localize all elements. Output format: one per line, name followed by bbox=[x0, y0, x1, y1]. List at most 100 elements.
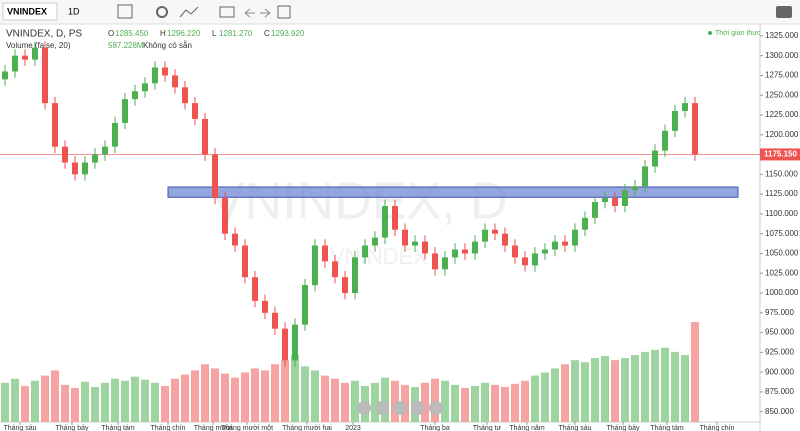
volume-bar bbox=[321, 375, 329, 422]
volume-bar bbox=[331, 378, 339, 422]
candle-body bbox=[582, 217, 588, 230]
y-tick-label: 1050.000 bbox=[765, 249, 799, 258]
candle-body bbox=[492, 229, 498, 234]
legend-title: VNINDEX, D, PS bbox=[6, 29, 82, 40]
volume-bar bbox=[441, 380, 449, 422]
candle-body bbox=[162, 67, 168, 76]
candle-body bbox=[432, 253, 438, 270]
volume-bar bbox=[351, 380, 359, 422]
symbol-box[interactable] bbox=[2, 2, 58, 21]
candle-body bbox=[682, 103, 688, 112]
nav-button[interactable] bbox=[393, 401, 407, 415]
candle-body bbox=[102, 146, 108, 155]
candle-body bbox=[12, 55, 18, 72]
y-tick-label: 925.000 bbox=[765, 347, 794, 356]
candle-body bbox=[202, 118, 208, 155]
ohlc-value: 1281.270 bbox=[219, 29, 253, 38]
candle-body bbox=[322, 245, 328, 262]
nav-button[interactable] bbox=[429, 401, 443, 415]
volume-bar bbox=[241, 372, 249, 422]
ohlc-key: H bbox=[160, 29, 166, 38]
candle-body bbox=[572, 229, 578, 246]
volume-bar bbox=[221, 373, 229, 422]
candle-body bbox=[612, 198, 618, 206]
price-zone bbox=[167, 186, 739, 198]
candle-body bbox=[152, 67, 158, 84]
nav-button[interactable] bbox=[411, 401, 425, 415]
candle-body bbox=[672, 111, 678, 131]
candle-body bbox=[592, 202, 598, 218]
candle-body bbox=[272, 312, 278, 329]
volume-bar bbox=[211, 368, 219, 422]
x-tick-label: Tháng bảy bbox=[606, 425, 640, 431]
x-tick-label: Tháng ba bbox=[420, 425, 450, 431]
candle-body bbox=[262, 300, 268, 313]
volume-bar bbox=[61, 384, 69, 422]
volume-bar bbox=[141, 379, 149, 422]
screenshot-button[interactable] bbox=[776, 6, 792, 18]
volume-bar bbox=[641, 351, 649, 422]
settings-button[interactable] bbox=[156, 6, 168, 18]
ohlc-key: C bbox=[264, 29, 270, 38]
volume-bar bbox=[71, 387, 79, 422]
y-tick-label: 1250.000 bbox=[765, 90, 799, 99]
fullscreen-button[interactable] bbox=[277, 5, 291, 19]
indicators-button[interactable] bbox=[179, 6, 199, 18]
volume-bar bbox=[611, 360, 619, 422]
candle-body bbox=[282, 328, 288, 361]
undo-button[interactable] bbox=[244, 8, 255, 18]
last-price-label: 1175.150 bbox=[764, 150, 797, 159]
volume-bar bbox=[21, 385, 29, 422]
x-tick-label: Tháng tám bbox=[650, 425, 684, 431]
volume-bar bbox=[151, 382, 159, 422]
compare-button[interactable] bbox=[219, 6, 235, 18]
candle-body bbox=[302, 285, 308, 325]
y-tick-label: 1225.000 bbox=[765, 110, 799, 119]
ohlc-value: 1296.220 bbox=[167, 29, 201, 38]
y-tick-label: 1025.000 bbox=[765, 268, 799, 277]
y-tick-label: 1325.000 bbox=[765, 31, 799, 40]
candle-body bbox=[212, 154, 218, 199]
y-tick-label: 900.000 bbox=[765, 367, 794, 376]
realtime-dot bbox=[708, 31, 712, 35]
candle-body bbox=[342, 277, 348, 294]
volume-bar bbox=[341, 382, 349, 422]
candle-body bbox=[22, 55, 28, 60]
candle-body bbox=[32, 47, 38, 60]
watermark-small: VNINDEX bbox=[330, 244, 428, 269]
candle-body bbox=[292, 324, 298, 361]
candle-body bbox=[422, 241, 428, 254]
volume-bar bbox=[231, 377, 239, 422]
chart-type-button[interactable] bbox=[117, 4, 133, 19]
volume-bar bbox=[571, 360, 579, 422]
nav-button[interactable] bbox=[375, 401, 389, 415]
volume-title: Volume (false, 20) bbox=[6, 41, 71, 50]
volume-bar bbox=[471, 385, 479, 422]
symbol[interactable]: VNINDEX bbox=[7, 6, 47, 16]
volume-bar bbox=[291, 354, 299, 422]
y-tick-label: 1300.000 bbox=[765, 51, 799, 60]
redo-button[interactable] bbox=[260, 8, 271, 18]
candle-body bbox=[52, 103, 58, 147]
toolbar bbox=[0, 0, 800, 24]
candle-body bbox=[512, 245, 518, 258]
candle-body bbox=[552, 241, 558, 250]
volume-bar bbox=[41, 375, 49, 422]
volume-bar bbox=[261, 370, 269, 422]
interval[interactable]: 1D bbox=[68, 6, 80, 16]
candle-body bbox=[72, 162, 78, 175]
candle-body bbox=[402, 229, 408, 246]
volume-bar bbox=[391, 380, 399, 422]
candle-body bbox=[372, 237, 378, 246]
candle-body bbox=[542, 249, 548, 254]
candle-body bbox=[522, 257, 528, 266]
candle-body bbox=[452, 249, 458, 258]
candle-body bbox=[182, 87, 188, 104]
nav-button[interactable] bbox=[357, 401, 371, 415]
candle-body bbox=[502, 233, 508, 246]
candle-body bbox=[2, 71, 8, 80]
x-tick-label: Tháng tám bbox=[101, 425, 135, 431]
volume-bar bbox=[621, 358, 629, 422]
